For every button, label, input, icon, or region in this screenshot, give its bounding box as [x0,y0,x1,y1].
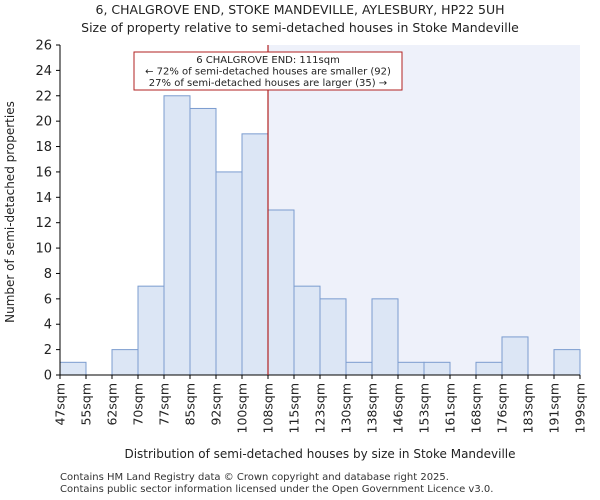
y-tick-label: 22 [35,89,52,104]
annotation-smaller: ← 72% of semi-detached houses are smalle… [145,67,391,78]
histogram-bar [345,361,373,376]
x-tick-label: 115sqm [287,383,302,433]
histogram-bar [397,361,425,376]
x-tick-label: 153sqm [417,383,432,433]
x-tick-label: 176sqm [495,383,510,433]
annotation-title: 6 CHALGROVE END: 111sqm [196,55,340,66]
histogram-bar [267,209,295,376]
y-tick-label: 26 [35,39,52,54]
footer-copyright: Contains HM Land Registry data © Crown c… [60,472,449,483]
histogram-bar [189,107,217,376]
y-tick-label: 4 [44,318,52,333]
y-tick-label: 24 [35,64,52,79]
histogram-bar [423,361,451,376]
x-axis-label: Distribution of semi-detached houses by … [124,447,515,461]
y-tick-label: 12 [35,216,52,231]
x-tick-label: 183sqm [521,383,536,433]
annotation-box [133,51,403,91]
y-tick-label: 2 [44,343,52,358]
histogram-bar [111,349,139,376]
x-tick-label: 123sqm [313,383,328,433]
y-tick-label: 0 [44,369,52,384]
x-tick-label: 55sqm [79,383,94,426]
x-tick-label: 92sqm [209,383,224,426]
x-tick-label: 85sqm [183,383,198,426]
x-tick-label: 77sqm [157,383,172,426]
x-tick-label: 146sqm [391,383,406,433]
y-tick-label: 10 [35,242,52,257]
histogram-bar [241,133,269,376]
y-tick-label: 20 [35,115,52,130]
annotation-larger: 27% of semi-detached houses are larger (… [149,78,387,89]
histogram-bar [371,298,399,376]
y-axis-label: Number of semi-detached properties [3,101,17,323]
y-tick-label: 14 [35,191,52,206]
histogram-bar [319,298,347,376]
histogram-bar [59,361,87,376]
chart-subtitle: Size of property relative to semi-detach… [81,20,519,35]
histogram-bar [215,171,243,376]
histogram-bar [163,95,191,376]
x-tick-label: 47sqm [53,383,68,426]
x-tick-label: 138sqm [365,383,380,433]
y-tick-label: 18 [35,140,52,155]
histogram-bar [475,361,503,376]
x-tick-label: 62sqm [105,383,120,426]
x-tick-label: 161sqm [443,383,458,433]
x-tick-label: 70sqm [131,383,146,426]
y-tick-label: 8 [44,267,52,282]
histogram-bar [501,336,529,376]
x-tick-label: 191sqm [547,383,562,433]
x-tick-label: 168sqm [469,383,484,433]
x-tick-label: 130sqm [339,383,354,433]
x-tick-label: 100sqm [235,383,250,433]
histogram-bar [293,285,321,376]
histogram-bar [137,285,165,376]
y-tick-label: 16 [35,165,52,180]
histogram-bar [553,349,581,376]
chart-title: 6, CHALGROVE END, STOKE MANDEVILLE, AYLE… [95,2,505,17]
x-tick-label: 108sqm [261,383,276,433]
y-tick-label: 6 [44,292,52,307]
footer-licence: Contains public sector information licen… [60,484,494,495]
x-tick-label: 199sqm [573,383,588,433]
